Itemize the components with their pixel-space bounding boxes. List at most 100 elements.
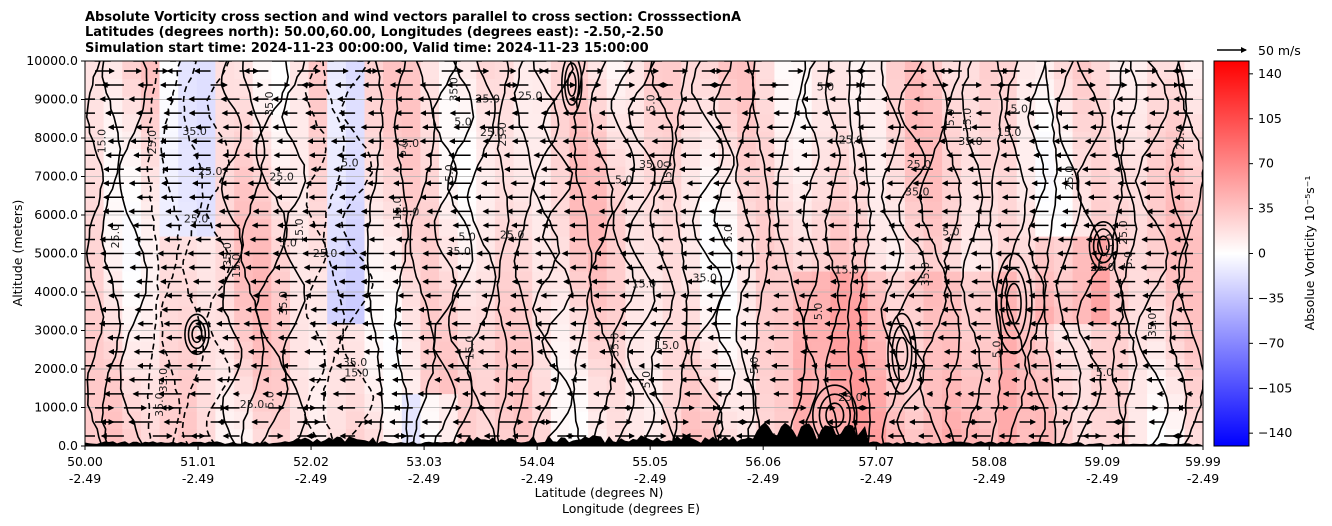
colorbar-tick-label: −105	[1258, 380, 1292, 395]
contour-line	[146, 61, 160, 446]
field-cell	[420, 61, 440, 80]
field-cell	[830, 358, 850, 377]
field-cell	[140, 131, 161, 150]
contour-label: 15.0	[997, 126, 1022, 139]
field-cell	[681, 183, 701, 202]
contour-label: 5.0	[942, 226, 960, 239]
field-cell	[1128, 148, 1148, 167]
field-cell	[327, 113, 347, 132]
field-cell	[588, 218, 608, 237]
field-cell	[439, 61, 459, 80]
field-cell	[830, 61, 850, 80]
field-cell	[569, 271, 589, 290]
field-cell	[867, 306, 887, 325]
field-cell	[793, 148, 813, 167]
field-cell	[625, 113, 645, 132]
field-cell	[867, 271, 887, 290]
field-cell	[793, 183, 813, 202]
field-cell	[699, 78, 720, 97]
field-cell	[513, 236, 533, 255]
contour-loop	[1088, 221, 1119, 271]
field-cell	[998, 166, 1018, 185]
field-cell	[886, 271, 906, 290]
field-cell	[196, 236, 216, 255]
field-cell	[420, 411, 440, 430]
field-cell	[103, 253, 123, 272]
field-cell	[327, 271, 347, 290]
field-cell	[513, 306, 533, 325]
x-tick-label-latitude: 54.04	[519, 454, 555, 469]
field-cell	[1184, 411, 1203, 430]
field-cell	[140, 166, 161, 185]
contour-label: 35.0	[447, 245, 472, 258]
contour-label: 15.0	[464, 336, 477, 361]
field-cell	[476, 183, 496, 202]
field-cell	[196, 271, 216, 290]
field-cell	[1072, 323, 1092, 342]
field-cell	[867, 236, 887, 255]
field-cell	[830, 201, 850, 220]
field-cell	[420, 131, 440, 150]
field-cell	[401, 96, 421, 115]
field-cell	[85, 96, 105, 115]
field-cell	[122, 358, 142, 377]
field-cell	[1147, 218, 1167, 237]
y-tick-label: 6000.0	[34, 207, 78, 222]
field-cell	[345, 166, 366, 185]
field-cell	[85, 393, 105, 412]
field-cell	[364, 61, 384, 80]
field-cell	[383, 288, 403, 307]
field-cell	[159, 183, 179, 202]
field-cell	[420, 148, 440, 167]
field-cell	[755, 253, 775, 272]
field-cell	[811, 148, 831, 167]
x-tick-label-latitude: 58.08	[971, 454, 1007, 469]
field-cell	[103, 393, 123, 412]
contour-line	[541, 61, 574, 446]
chart-title-line-3: Simulation start time: 2024-11-23 00:00:…	[85, 41, 649, 56]
contour-label: 5.0	[279, 237, 297, 250]
field-cell	[103, 201, 123, 220]
field-cell	[644, 306, 664, 325]
field-cell	[904, 306, 925, 325]
colorbar-tick-label: −70	[1258, 335, 1284, 350]
field-cell	[606, 148, 626, 167]
field-cell	[178, 376, 198, 395]
field-cell	[662, 341, 682, 360]
field-cell	[178, 393, 198, 412]
field-cell	[401, 323, 421, 342]
field-cell	[755, 323, 775, 342]
field-cell	[606, 166, 626, 185]
contour-label: 25.0	[109, 224, 122, 249]
field-cell	[140, 96, 161, 115]
field-cell	[849, 236, 869, 255]
field-cell	[737, 113, 757, 132]
field-cell	[345, 183, 366, 202]
field-cell	[178, 61, 198, 80]
field-cell	[550, 288, 570, 307]
field-cell	[532, 218, 552, 237]
field-cell	[457, 306, 477, 325]
field-cell	[960, 183, 980, 202]
field-cell	[1184, 148, 1203, 167]
field-cell	[904, 411, 925, 430]
field-cell	[103, 96, 123, 115]
field-cell	[793, 393, 813, 412]
field-cell	[1184, 96, 1203, 115]
contour-label: 25.0	[839, 133, 864, 146]
field-cell	[699, 131, 720, 150]
field-cell	[755, 306, 775, 325]
field-cell	[644, 131, 664, 150]
field-cell	[755, 376, 775, 395]
field-cell	[252, 411, 272, 430]
field-cell	[85, 61, 105, 80]
field-cell	[1184, 218, 1203, 237]
field-cell	[737, 323, 757, 342]
field-cell	[234, 113, 254, 132]
field-cell	[942, 393, 962, 412]
field-cell	[476, 236, 496, 255]
field-cell	[774, 78, 794, 97]
field-cell	[1091, 148, 1111, 167]
field-cell	[625, 201, 645, 220]
field-cell	[364, 393, 384, 412]
